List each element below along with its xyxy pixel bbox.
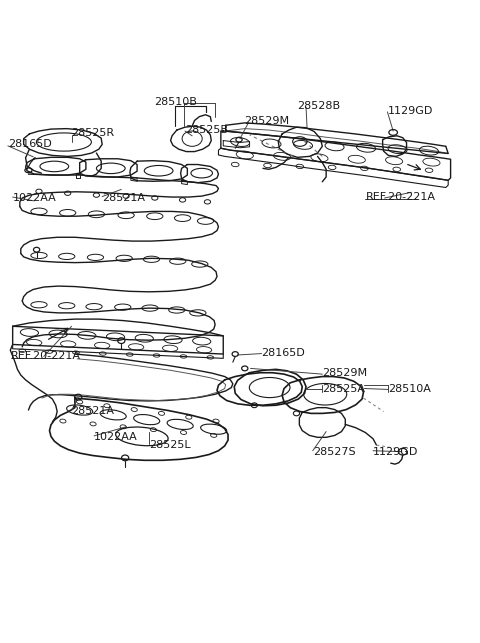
Text: 28525B: 28525B bbox=[185, 125, 228, 135]
Text: 28525A: 28525A bbox=[323, 383, 365, 394]
Text: 1022AA: 1022AA bbox=[12, 193, 57, 203]
Text: 28165D: 28165D bbox=[8, 140, 52, 149]
Text: 28525L: 28525L bbox=[149, 440, 191, 450]
Text: 28525R: 28525R bbox=[72, 129, 115, 138]
Text: REF.20-221A: REF.20-221A bbox=[365, 192, 435, 202]
Text: 1129GD: 1129GD bbox=[373, 447, 419, 457]
Text: 28165D: 28165D bbox=[262, 348, 305, 358]
Text: 1022AA: 1022AA bbox=[94, 432, 138, 442]
Text: 28527S: 28527S bbox=[313, 447, 355, 457]
Text: 28510B: 28510B bbox=[154, 97, 197, 107]
Text: 1129GD: 1129GD bbox=[387, 106, 433, 116]
Text: 28529M: 28529M bbox=[244, 116, 289, 127]
Text: 28529M: 28529M bbox=[323, 368, 368, 378]
Text: 28528B: 28528B bbox=[298, 101, 340, 111]
Text: 28521A: 28521A bbox=[72, 406, 115, 417]
Text: 28521A: 28521A bbox=[102, 193, 145, 203]
Text: REF.20-221A: REF.20-221A bbox=[11, 351, 81, 361]
Text: 28510A: 28510A bbox=[388, 383, 431, 394]
